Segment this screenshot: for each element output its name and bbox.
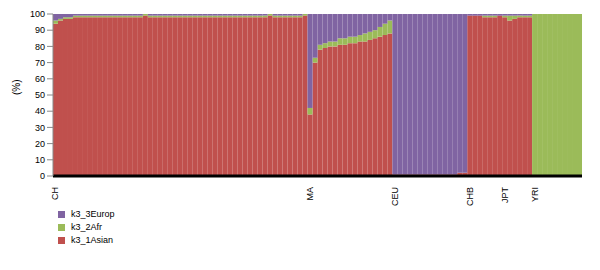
svg-text:100: 100 <box>30 9 45 19</box>
svg-text:0: 0 <box>40 171 45 181</box>
svg-text:CHB: CHB <box>465 187 475 206</box>
svg-text:90: 90 <box>35 25 45 35</box>
svg-text:10: 10 <box>35 155 45 165</box>
svg-text:40: 40 <box>35 106 45 116</box>
html-text:k3_1Asian: k3_1Asian <box>71 235 113 245</box>
html-text:k3_3Europ: k3_3Europ <box>71 209 115 219</box>
svg-text:(%): (%) <box>11 79 22 95</box>
svg-text:CEU: CEU <box>390 187 400 206</box>
html-text:k3_2Afr: k3_2Afr <box>71 222 102 232</box>
svg-text:20: 20 <box>35 139 45 149</box>
svg-text:YRI: YRI <box>530 187 540 202</box>
svg-text:60: 60 <box>35 74 45 84</box>
svg-text:JPT: JPT <box>500 187 510 204</box>
svg-text:70: 70 <box>35 58 45 68</box>
svg-text:30: 30 <box>35 123 45 133</box>
svg-text:CH: CH <box>50 187 60 200</box>
svg-text:MA: MA <box>305 187 315 201</box>
svg-text:50: 50 <box>35 90 45 100</box>
svg-text:80: 80 <box>35 42 45 52</box>
